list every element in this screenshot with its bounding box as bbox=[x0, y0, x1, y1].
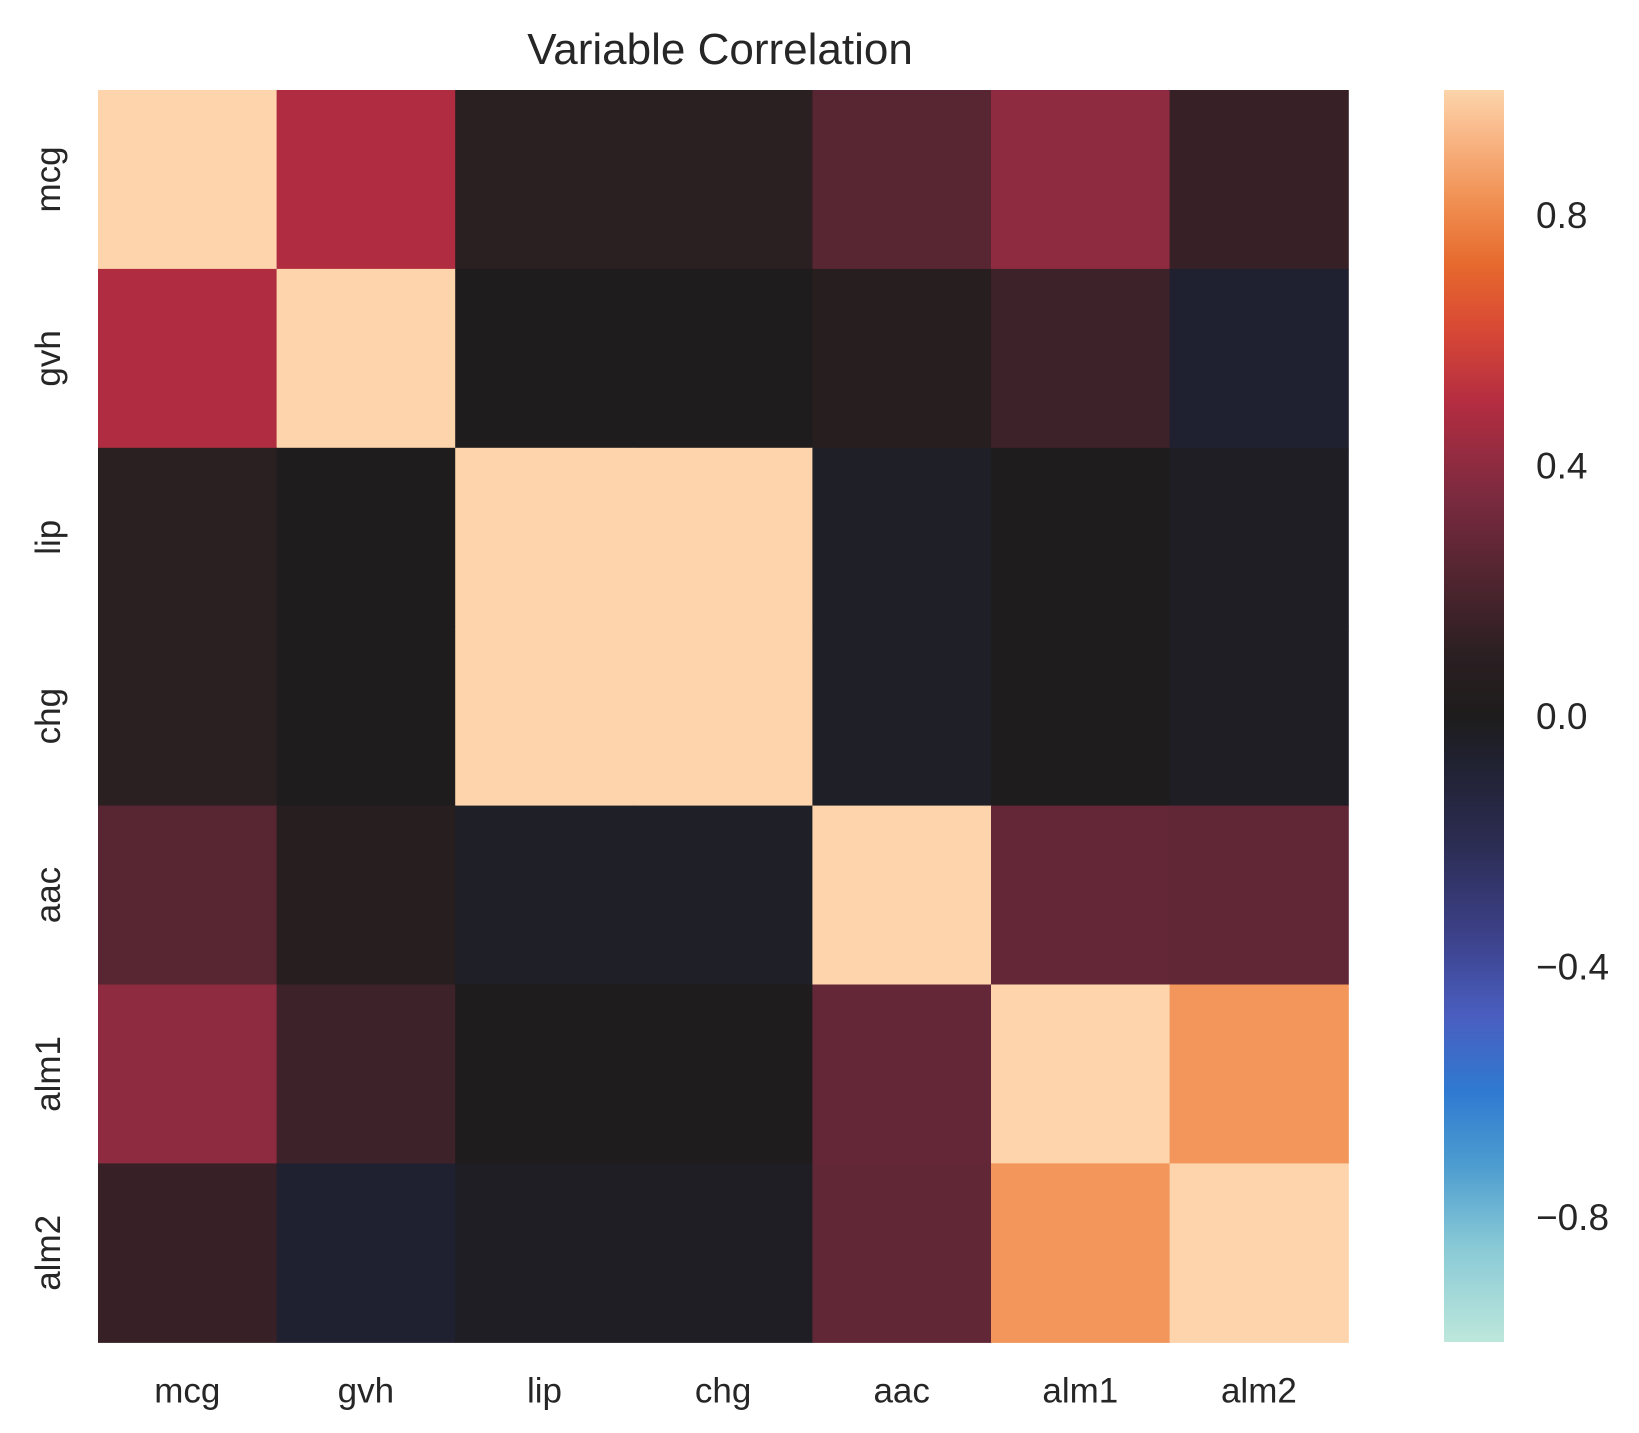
heatmap-cell-alm2-lip bbox=[455, 1163, 635, 1343]
heatmap-cell-aac-lip bbox=[455, 805, 635, 986]
heatmap-cell-alm1-alm2 bbox=[1169, 984, 1349, 1164]
x-tick-label-chg: chg bbox=[695, 1371, 751, 1410]
heatmap-cell-gvh-gvh bbox=[276, 268, 456, 449]
y-tick-labels: mcg gvh lip chg aac alm1 alm2 bbox=[29, 146, 68, 1290]
heatmap-cell-gvh-mcg bbox=[98, 268, 278, 449]
heatmap-cell-alm1-lip bbox=[455, 984, 635, 1164]
heatmap-cell-alm2-aac bbox=[812, 1163, 992, 1343]
heatmap-cell-mcg-gvh bbox=[276, 90, 456, 270]
heatmap-cell-lip-alm1 bbox=[991, 447, 1171, 628]
heatmap-cell-gvh-lip bbox=[455, 268, 635, 449]
heatmap-cell-mcg-aac bbox=[812, 90, 992, 270]
heatmap-cell-gvh-alm2 bbox=[1169, 268, 1349, 449]
heatmap-cell-alm1-chg bbox=[633, 984, 813, 1164]
colorbar-tick-label-2: 0.0 bbox=[1536, 696, 1587, 737]
y-tick-label-aac: aac bbox=[29, 867, 68, 923]
x-tick-label-alm2: alm2 bbox=[1221, 1371, 1297, 1410]
heatmap-cells bbox=[98, 90, 1349, 1343]
heatmap-cell-lip-aac bbox=[812, 447, 992, 628]
y-tick-label-lip: lip bbox=[29, 520, 68, 555]
heatmap-cell-chg-alm1 bbox=[991, 626, 1171, 807]
heatmap-cell-alm2-gvh bbox=[276, 1163, 456, 1343]
heatmap-cell-mcg-alm2 bbox=[1169, 90, 1349, 270]
x-tick-label-lip: lip bbox=[527, 1371, 562, 1410]
heatmap-cell-alm2-alm2 bbox=[1169, 1163, 1349, 1343]
heatmap-cell-lip-lip bbox=[455, 447, 635, 628]
heatmap-cell-chg-chg bbox=[633, 626, 813, 807]
heatmap-cell-alm2-mcg bbox=[98, 1163, 278, 1343]
heatmap-cell-mcg-lip bbox=[455, 90, 635, 270]
heatmap-cell-chg-aac bbox=[812, 626, 992, 807]
x-tick-label-aac: aac bbox=[873, 1371, 929, 1410]
heatmap-cell-alm1-gvh bbox=[276, 984, 456, 1164]
heatmap-cell-chg-mcg bbox=[98, 626, 278, 807]
heatmap-cell-aac-chg bbox=[633, 805, 813, 986]
heatmap-cell-alm1-aac bbox=[812, 984, 992, 1164]
y-tick-label-mcg: mcg bbox=[29, 146, 68, 212]
heatmap-cell-gvh-aac bbox=[812, 268, 992, 449]
heatmap-cell-mcg-mcg bbox=[98, 90, 278, 270]
y-tick-label-chg: chg bbox=[29, 688, 68, 744]
heatmap-cell-aac-alm2 bbox=[1169, 805, 1349, 986]
x-tick-label-mcg: mcg bbox=[154, 1371, 220, 1410]
colorbar-tick-label-4: −0.8 bbox=[1536, 1197, 1609, 1238]
heatmap-cell-alm1-alm1 bbox=[991, 984, 1171, 1164]
colorbar-tick-label-3: −0.4 bbox=[1536, 946, 1609, 987]
heatmap-cell-lip-chg bbox=[633, 447, 813, 628]
heatmap-cell-lip-alm2 bbox=[1169, 447, 1349, 628]
colorbar-tick-label-0: 0.8 bbox=[1536, 195, 1587, 236]
heatmap-cell-aac-aac bbox=[812, 805, 992, 986]
heatmap-cell-mcg-chg bbox=[633, 90, 813, 270]
heatmap-cell-mcg-alm1 bbox=[991, 90, 1171, 270]
y-tick-label-gvh: gvh bbox=[29, 330, 68, 386]
y-tick-label-alm1: alm1 bbox=[29, 1036, 68, 1112]
colorbar bbox=[1444, 90, 1504, 1342]
heatmap-cell-aac-mcg bbox=[98, 805, 278, 986]
x-tick-labels: mcg gvh lip chg aac alm1 alm2 bbox=[154, 1371, 1297, 1410]
colorbar-tick-labels: 0.8 0.4 0.0 −0.4 −0.8 bbox=[1536, 195, 1609, 1238]
heatmap-cell-aac-gvh bbox=[276, 805, 456, 986]
heatmap-cell-chg-alm2 bbox=[1169, 626, 1349, 807]
colorbar-tick-label-1: 0.4 bbox=[1536, 446, 1587, 487]
heatmap-cell-alm2-alm1 bbox=[991, 1163, 1171, 1343]
heatmap-cell-alm2-chg bbox=[633, 1163, 813, 1343]
x-tick-label-alm1: alm1 bbox=[1042, 1371, 1118, 1410]
chart-title: Variable Correlation bbox=[527, 25, 913, 74]
heatmap-cell-aac-alm1 bbox=[991, 805, 1171, 986]
heatmap-cell-alm1-mcg bbox=[98, 984, 278, 1164]
heatmap-cell-chg-lip bbox=[455, 626, 635, 807]
heatmap-cell-lip-mcg bbox=[98, 447, 278, 628]
heatmap-cell-lip-gvh bbox=[276, 447, 456, 628]
heatmap-cell-chg-gvh bbox=[276, 626, 456, 807]
x-tick-label-gvh: gvh bbox=[338, 1371, 394, 1410]
heatmap-cell-gvh-alm1 bbox=[991, 268, 1171, 449]
heatmap-cell-gvh-chg bbox=[633, 268, 813, 449]
y-tick-label-alm2: alm2 bbox=[29, 1215, 68, 1291]
